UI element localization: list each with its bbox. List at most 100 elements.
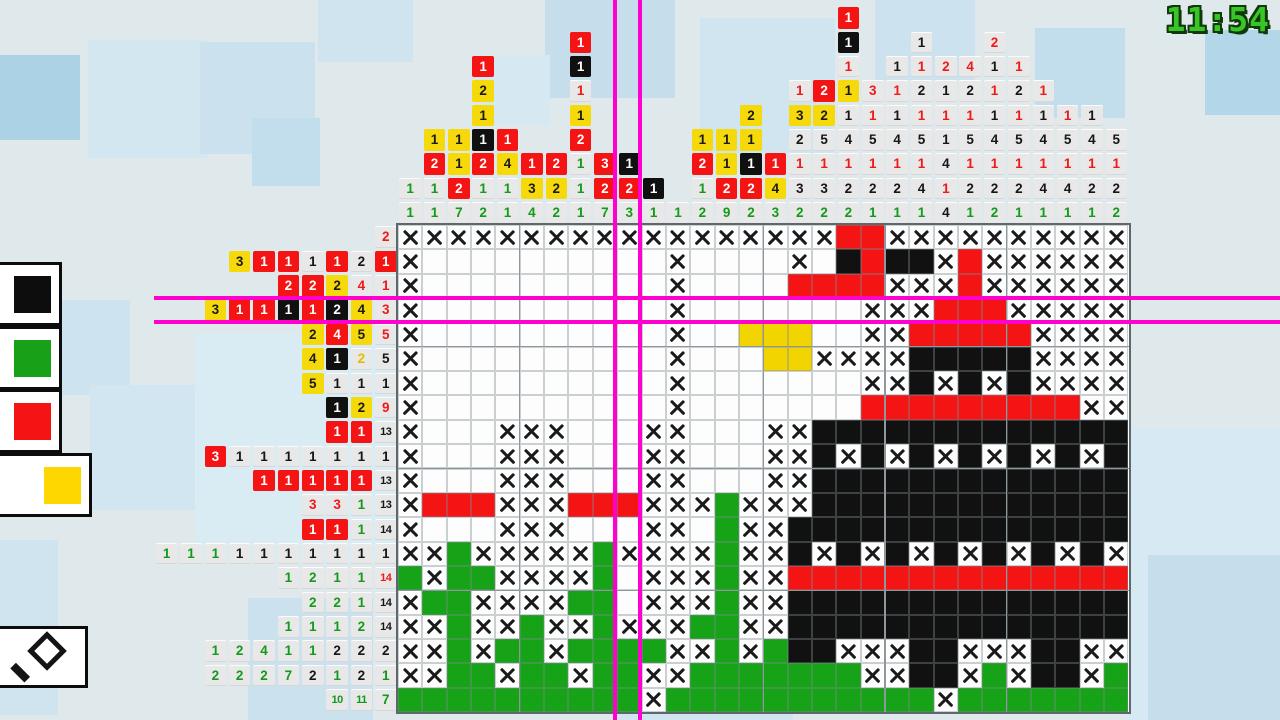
grid-cell-r9-c19[interactable] [836,419,861,445]
grid-cell-r15-c20[interactable] [860,565,885,591]
palette-swatch-green[interactable] [0,325,62,390]
grid-cell-r14-c3[interactable] [446,541,472,566]
grid-cell-r9-c18[interactable] [811,419,837,445]
grid-cell-r20-c16[interactable] [763,687,788,712]
grid-cell-r16-c30[interactable] [1104,590,1129,615]
grid-cell-r8-c20[interactable] [860,395,885,420]
grid-cell-r19-c10[interactable] [617,663,642,688]
grid-cell-r15-c9[interactable] [592,565,618,591]
grid-cell-r5-c24[interactable] [958,322,983,347]
grid-cell-r2-c20[interactable] [860,249,885,274]
grid-cell-r20-c13[interactable] [690,687,715,712]
grid-cell-r16-c3[interactable] [446,590,472,615]
grid-cell-r16-c19[interactable] [836,590,861,615]
grid-cell-r17-c17[interactable] [787,614,812,639]
grid-cell-r12-c14[interactable] [714,492,739,518]
grid-cell-r2-c21[interactable] [885,249,910,274]
grid-cell-r16-c17[interactable] [787,590,812,615]
grid-cell-r8-c26[interactable] [1006,395,1032,420]
grid-cell-r18-c11[interactable] [641,638,666,664]
grid-cell-r10-c28[interactable] [1055,444,1080,469]
grid-cell-r9-c23[interactable] [933,419,959,445]
grid-cell-r8-c21[interactable] [885,395,910,420]
grid-cell-r19-c19[interactable] [836,663,861,688]
grid-cell-r20-c30[interactable] [1104,687,1129,712]
grid-cell-r10-c24[interactable] [958,444,983,469]
grid-cell-r12-c9[interactable] [592,492,618,518]
grid-cell-r19-c18[interactable] [811,663,837,688]
grid-cell-r17-c3[interactable] [446,614,472,639]
grid-cell-r10-c20[interactable] [860,444,885,469]
grid-cell-r19-c9[interactable] [592,663,618,688]
grid-cell-r17-c19[interactable] [836,614,861,639]
grid-cell-r11-c23[interactable] [933,468,959,493]
grid-cell-r18-c18[interactable] [811,638,837,664]
grid-cell-r20-c22[interactable] [909,687,934,712]
grid-cell-r15-c26[interactable] [1006,565,1032,591]
grid-cell-r6-c26[interactable] [1006,346,1032,372]
grid-cell-r8-c23[interactable] [933,395,959,420]
grid-cell-r16-c29[interactable] [1079,590,1105,615]
grid-cell-r12-c2[interactable] [422,492,447,518]
grid-cell-r9-c20[interactable] [860,419,885,445]
grid-cell-r20-c29[interactable] [1079,687,1105,712]
grid-cell-r20-c7[interactable] [544,687,569,712]
grid-cell-r11-c25[interactable] [982,468,1007,493]
grid-cell-r17-c25[interactable] [982,614,1007,639]
grid-cell-r18-c22[interactable] [909,638,934,664]
grid-cell-r6-c24[interactable] [958,346,983,372]
grid-cell-r11-c22[interactable] [909,468,934,493]
grid-cell-r12-c4[interactable] [471,492,496,518]
grid-cell-r3-c19[interactable] [836,273,861,299]
grid-cell-r15-c21[interactable] [885,565,910,591]
grid-cell-r18-c10[interactable] [617,638,642,664]
grid-cell-r6-c25[interactable] [982,346,1007,372]
grid-cell-r12-c10[interactable] [617,492,642,518]
grid-cell-r13-c25[interactable] [982,517,1007,542]
grid-cell-r16-c25[interactable] [982,590,1007,615]
grid-cell-r16-c24[interactable] [958,590,983,615]
grid-cell-r6-c17[interactable] [787,346,812,372]
grid-cell-r10-c22[interactable] [909,444,934,469]
grid-cell-r19-c6[interactable] [519,663,545,688]
grid-cell-r17-c13[interactable] [690,614,715,639]
grid-cell-r15-c29[interactable] [1079,565,1105,591]
grid-cell-r15-c25[interactable] [982,565,1007,591]
grid-cell-r18-c9[interactable] [592,638,618,664]
grid-cell-r11-c30[interactable] [1104,468,1129,493]
grid-cell-r20-c18[interactable] [811,687,837,712]
grid-cell-r9-c22[interactable] [909,419,934,445]
grid-cell-r20-c9[interactable] [592,687,618,712]
grid-cell-r19-c30[interactable] [1104,663,1129,688]
grid-cell-r9-c21[interactable] [885,419,910,445]
grid-cell-r13-c29[interactable] [1079,517,1105,542]
grid-cell-r6-c23[interactable] [933,346,959,372]
grid-cell-r15-c24[interactable] [958,565,983,591]
grid-cell-r11-c26[interactable] [1006,468,1032,493]
palette-swatch-black[interactable] [0,262,62,326]
grid-cell-r20-c17[interactable] [787,687,812,712]
grid-cell-r15-c30[interactable] [1104,565,1129,591]
grid-cell-r17-c21[interactable] [885,614,910,639]
grid-cell-r9-c26[interactable] [1006,419,1032,445]
grid-cell-r8-c22[interactable] [909,395,934,420]
grid-cell-r11-c24[interactable] [958,468,983,493]
grid-cell-r8-c24[interactable] [958,395,983,420]
grid-cell-r8-c25[interactable] [982,395,1007,420]
grid-cell-r13-c17[interactable] [787,517,812,542]
grid-cell-r18-c17[interactable] [787,638,812,664]
grid-cell-r17-c27[interactable] [1031,614,1056,639]
grid-cell-r12-c3[interactable] [446,492,472,518]
grid-cell-r15-c19[interactable] [836,565,861,591]
grid-cell-r12-c27[interactable] [1031,492,1056,518]
grid-cell-r12-c30[interactable] [1104,492,1129,518]
grid-cell-r19-c7[interactable] [544,663,569,688]
grid-cell-r20-c5[interactable] [495,687,520,712]
grid-cell-r18-c14[interactable] [714,638,739,664]
grid-cell-r20-c3[interactable] [446,687,472,712]
grid-cell-r20-c1[interactable] [398,687,423,712]
grid-cell-r20-c28[interactable] [1055,687,1080,712]
grid-cell-r1-c20[interactable] [860,225,885,250]
grid-cell-r19-c4[interactable] [471,663,496,688]
grid-cell-r15-c17[interactable] [787,565,812,591]
